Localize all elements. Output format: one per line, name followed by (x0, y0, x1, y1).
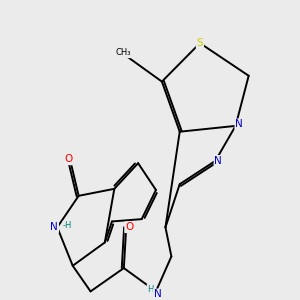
Text: H: H (147, 284, 154, 293)
Text: O: O (125, 222, 133, 232)
Text: N: N (235, 119, 243, 129)
Text: N: N (154, 290, 161, 299)
Text: S: S (196, 38, 203, 48)
Text: O: O (65, 154, 73, 164)
Text: N: N (50, 222, 58, 232)
Text: CH₃: CH₃ (116, 49, 131, 58)
Text: -H: -H (63, 221, 72, 230)
Text: N: N (214, 156, 222, 166)
